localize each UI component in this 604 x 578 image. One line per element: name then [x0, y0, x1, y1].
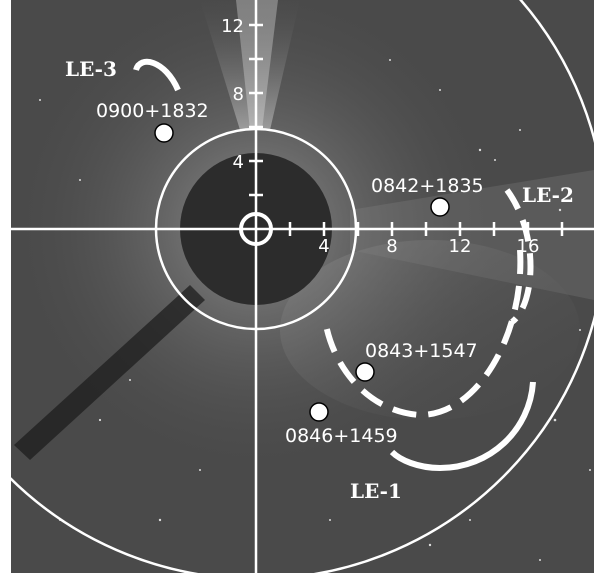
x-axis-ticks — [288, 222, 564, 236]
feature-label-le3: LE-3 — [65, 57, 117, 81]
y-axis-ticks — [249, 23, 263, 197]
star-marker-0900-1832 — [154, 123, 174, 143]
feature-label-le1: LE-1 — [350, 479, 402, 503]
y-tick-label: 8 — [233, 84, 244, 105]
background-stars — [39, 59, 591, 561]
y-tick-label: 4 — [233, 152, 244, 173]
feature-label-le2: LE-2 — [522, 183, 574, 207]
x-tick-label: 4 — [318, 236, 329, 257]
le2-arc — [504, 188, 534, 325]
x-tick-label: 12 — [449, 236, 472, 257]
north-streamer — [200, 0, 300, 130]
dark-diagonal-feature — [14, 285, 205, 460]
le1-solid-arc — [389, 381, 536, 472]
le1-dashed-arc — [323, 249, 524, 419]
star-marker-0846-1459 — [309, 402, 329, 422]
le3-arc — [133, 58, 181, 92]
y-tick-label: 12 — [221, 16, 244, 37]
x-tick-label: 8 — [386, 236, 397, 257]
star-label: 0900+1832 — [96, 100, 209, 122]
diffuse-brightening — [280, 240, 580, 420]
star-label: 0843+1547 — [365, 340, 478, 362]
star-label: 0842+1835 — [371, 175, 484, 197]
star-marker-0842-1835 — [430, 197, 450, 217]
star-label: 0846+1459 — [285, 425, 398, 447]
star-marker-0843-1547 — [355, 362, 375, 382]
